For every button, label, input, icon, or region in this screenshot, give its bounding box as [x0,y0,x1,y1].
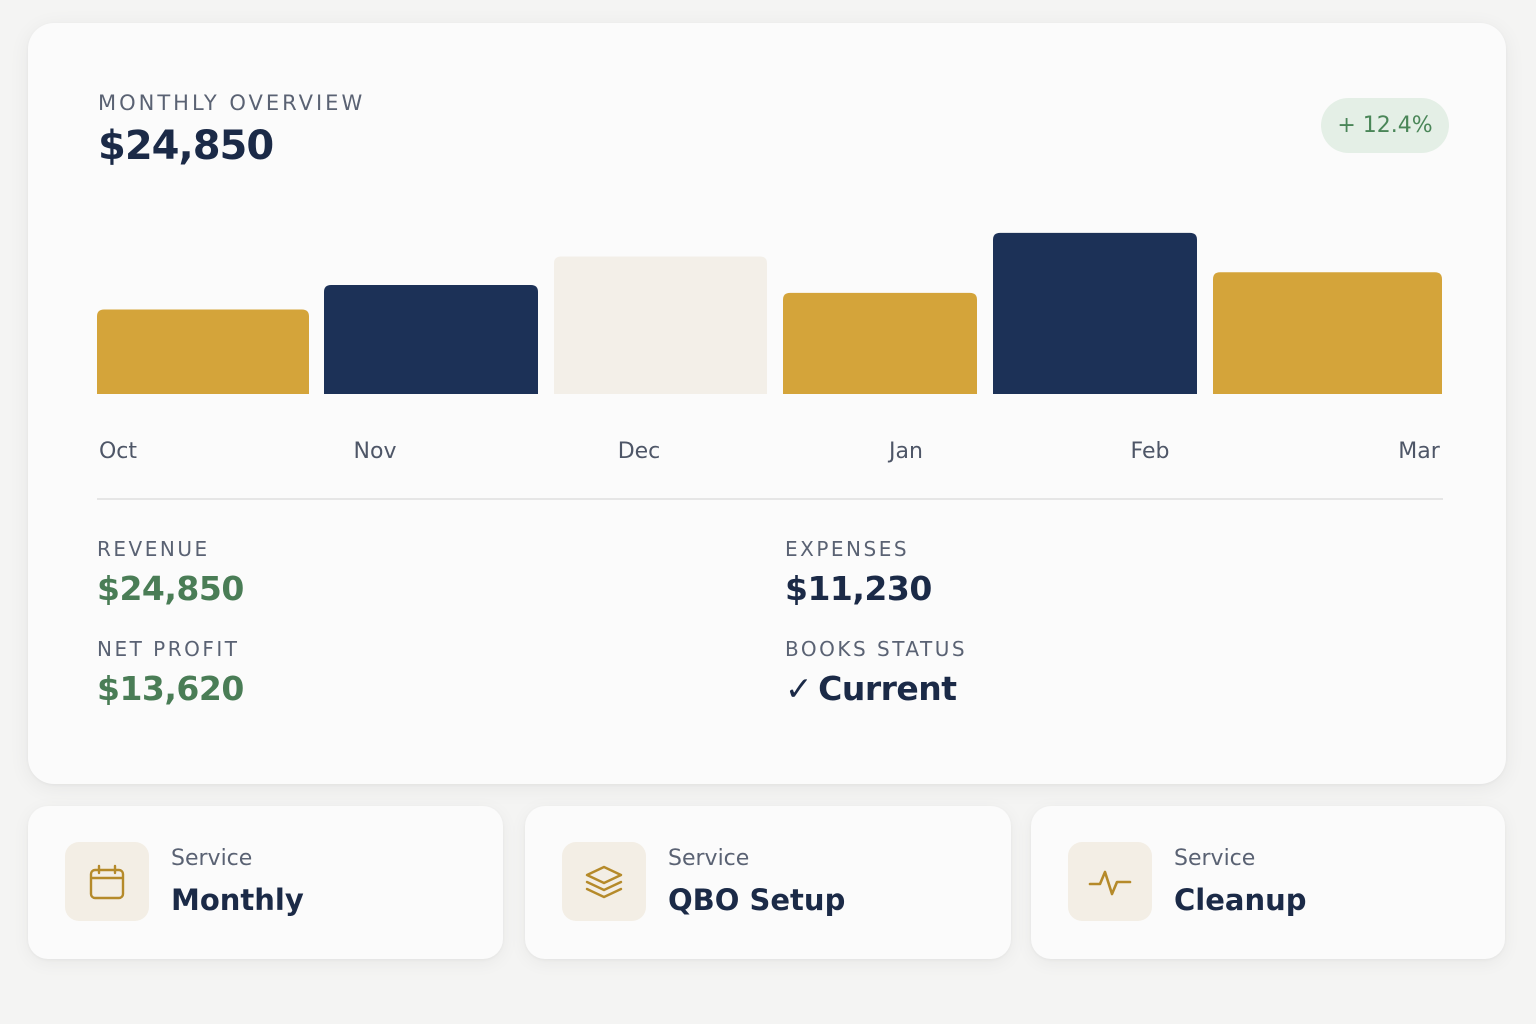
service-icon-box [65,842,149,921]
x-tick-label: Dec [618,439,661,464]
net-profit-label: NET PROFIT [97,637,240,661]
service-name: Monthly [171,883,304,917]
books-status-label: BOOKS STATUS [785,637,968,661]
expenses-label: EXPENSES [785,537,910,561]
service-icon-box [562,842,646,921]
x-tick-label: Nov [354,439,397,464]
bar-mar [1213,272,1442,394]
overview-total: $24,850 [98,123,274,169]
x-tick-label: Feb [1131,439,1170,464]
net-profit-value: $13,620 [97,669,244,708]
service-name: Cleanup [1174,883,1307,917]
overview-title: MONTHLY OVERVIEW [98,91,366,115]
bar-jan [783,292,977,394]
bar-oct [97,309,309,394]
activity-icon [1088,870,1132,895]
books-status-text: Current [818,669,957,708]
x-tick-label: Jan [887,439,923,464]
service-kicker: Service [171,846,253,871]
revenue-label: REVENUE [97,537,210,561]
check-icon: ✓ [785,669,813,708]
bar-feb [993,232,1197,394]
service-card-qbo-setup[interactable]: Service QBO Setup [525,806,1011,959]
monthly-overview-card: MONTHLY OVERVIEW $24,850 + 12.4% Oct Nov D… [28,23,1506,784]
x-tick-label: Oct [99,439,137,464]
service-card-monthly[interactable]: Service Monthly [28,806,503,959]
x-tick-label: Mar [1398,439,1440,464]
books-status-value: ✓ Current [785,669,957,708]
revenue-value: $24,850 [97,569,244,608]
divider [97,498,1443,500]
bar-nov [324,284,538,394]
service-kicker: Service [668,846,750,871]
service-card-cleanup[interactable]: Service Cleanup [1031,806,1505,959]
change-badge: + 12.4% [1321,98,1449,153]
service-name: QBO Setup [668,883,846,917]
service-icon-box [1068,842,1152,921]
layers-icon [585,865,623,898]
service-kicker: Service [1174,846,1256,871]
monthly-bar-chart: Oct Nov Dec Jan Feb Mar [97,232,1442,464]
bar-dec [554,256,767,394]
calendar-icon [89,864,125,899]
expenses-value: $11,230 [785,569,932,608]
